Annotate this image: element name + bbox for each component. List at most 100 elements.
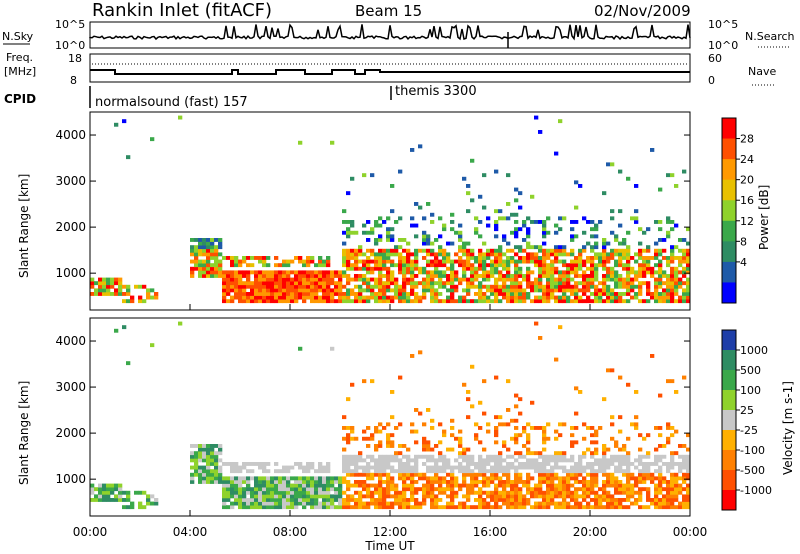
power-cell <box>578 259 583 264</box>
colorbar-tick: 500 <box>740 364 761 377</box>
power-cell <box>106 288 111 293</box>
power-cell <box>454 284 459 289</box>
power-cell <box>634 259 639 264</box>
power-cell <box>510 284 515 289</box>
velocity-cell <box>262 498 267 502</box>
power-cell <box>262 299 267 304</box>
power-cell <box>634 277 639 282</box>
velocity-cell <box>494 498 499 502</box>
power-cell <box>606 256 611 260</box>
power-cell <box>342 259 347 264</box>
power-cell <box>342 274 347 278</box>
velocity-cell <box>470 472 475 477</box>
power-cell <box>446 256 451 260</box>
velocity-cell <box>238 501 243 506</box>
power-cell <box>434 266 439 271</box>
power-cell <box>342 209 347 214</box>
velocity-cell <box>518 505 523 510</box>
power-cell <box>526 259 531 264</box>
power-cell <box>366 281 371 286</box>
power-cell <box>294 277 299 282</box>
velocity-cell <box>558 422 563 427</box>
velocity-cell <box>374 501 379 506</box>
velocity-cell <box>498 465 503 470</box>
velocity-cell <box>366 501 371 506</box>
velocity-cell <box>406 465 411 470</box>
velocity-cell <box>538 505 543 510</box>
power-cell <box>194 238 199 242</box>
power-cell <box>494 209 499 214</box>
velocity-cell <box>562 465 567 470</box>
power-cell <box>286 292 291 296</box>
nsky-right-tick-low: 10^0 <box>708 39 738 52</box>
power-cell <box>414 281 419 286</box>
velocity-cell <box>578 487 583 492</box>
velocity-cell <box>630 422 635 427</box>
power-cell <box>362 263 367 268</box>
power-cell <box>626 292 631 296</box>
velocity-cell <box>494 454 499 459</box>
power-cell <box>610 256 615 260</box>
velocity-cell <box>642 436 647 441</box>
velocity-cell <box>334 487 339 492</box>
power-cell <box>334 292 339 296</box>
velocity-cell <box>230 490 235 495</box>
velocity-cell <box>278 483 283 488</box>
power-cell <box>666 234 671 239</box>
power-cell <box>546 288 551 293</box>
power-cell <box>394 292 399 296</box>
colorbar-tick: 24 <box>740 153 754 166</box>
power-cell <box>542 292 547 296</box>
velocity-cell <box>498 415 503 420</box>
velocity-cell <box>586 465 591 470</box>
velocity-cell <box>526 490 531 495</box>
power-cell <box>534 252 539 257</box>
velocity-cell <box>298 487 303 492</box>
power-cell <box>418 144 423 149</box>
velocity-cell <box>238 483 243 488</box>
velocity-cell <box>582 483 587 488</box>
velocity-cell <box>306 465 311 470</box>
power-cell <box>454 252 459 257</box>
velocity-cell <box>282 469 287 474</box>
velocity-cell <box>626 483 631 488</box>
velocity-cell <box>322 490 327 495</box>
velocity-cell <box>466 415 471 420</box>
velocity-cell <box>190 444 195 448</box>
power-cell <box>438 259 443 264</box>
velocity-cell <box>554 458 559 463</box>
velocity-cell <box>246 501 251 506</box>
power-cell <box>502 263 507 268</box>
velocity-cell <box>530 465 535 470</box>
power-cell <box>626 259 631 264</box>
velocity-cell <box>534 505 539 510</box>
power-cell <box>202 263 207 268</box>
velocity-cell <box>634 426 639 430</box>
velocity-cell <box>678 487 683 492</box>
power-cell <box>210 266 215 271</box>
velocity-cell <box>630 490 635 495</box>
velocity-cell <box>654 505 659 510</box>
velocity-cell <box>618 483 623 488</box>
power-cell <box>678 284 683 289</box>
power-cell <box>406 292 411 296</box>
velocity-cell <box>582 498 587 502</box>
velocity-cell <box>222 501 227 506</box>
velocity-cell <box>210 454 215 459</box>
power-cell <box>414 248 419 253</box>
velocity-cell <box>218 447 223 452</box>
power-cell <box>410 266 415 271</box>
velocity-cell <box>474 498 479 502</box>
velocity-cell <box>554 490 559 495</box>
velocity-cell <box>266 487 271 492</box>
power-cell <box>378 270 383 275</box>
velocity-cell <box>430 490 435 495</box>
velocity-cell <box>286 480 291 484</box>
velocity-cell <box>214 454 219 459</box>
velocity-cell <box>254 501 259 506</box>
velocity-cell <box>522 498 527 502</box>
velocity-cell <box>594 494 599 499</box>
velocity-cell <box>322 469 327 474</box>
velocity-cell <box>458 436 463 441</box>
velocity-cell <box>558 433 563 438</box>
